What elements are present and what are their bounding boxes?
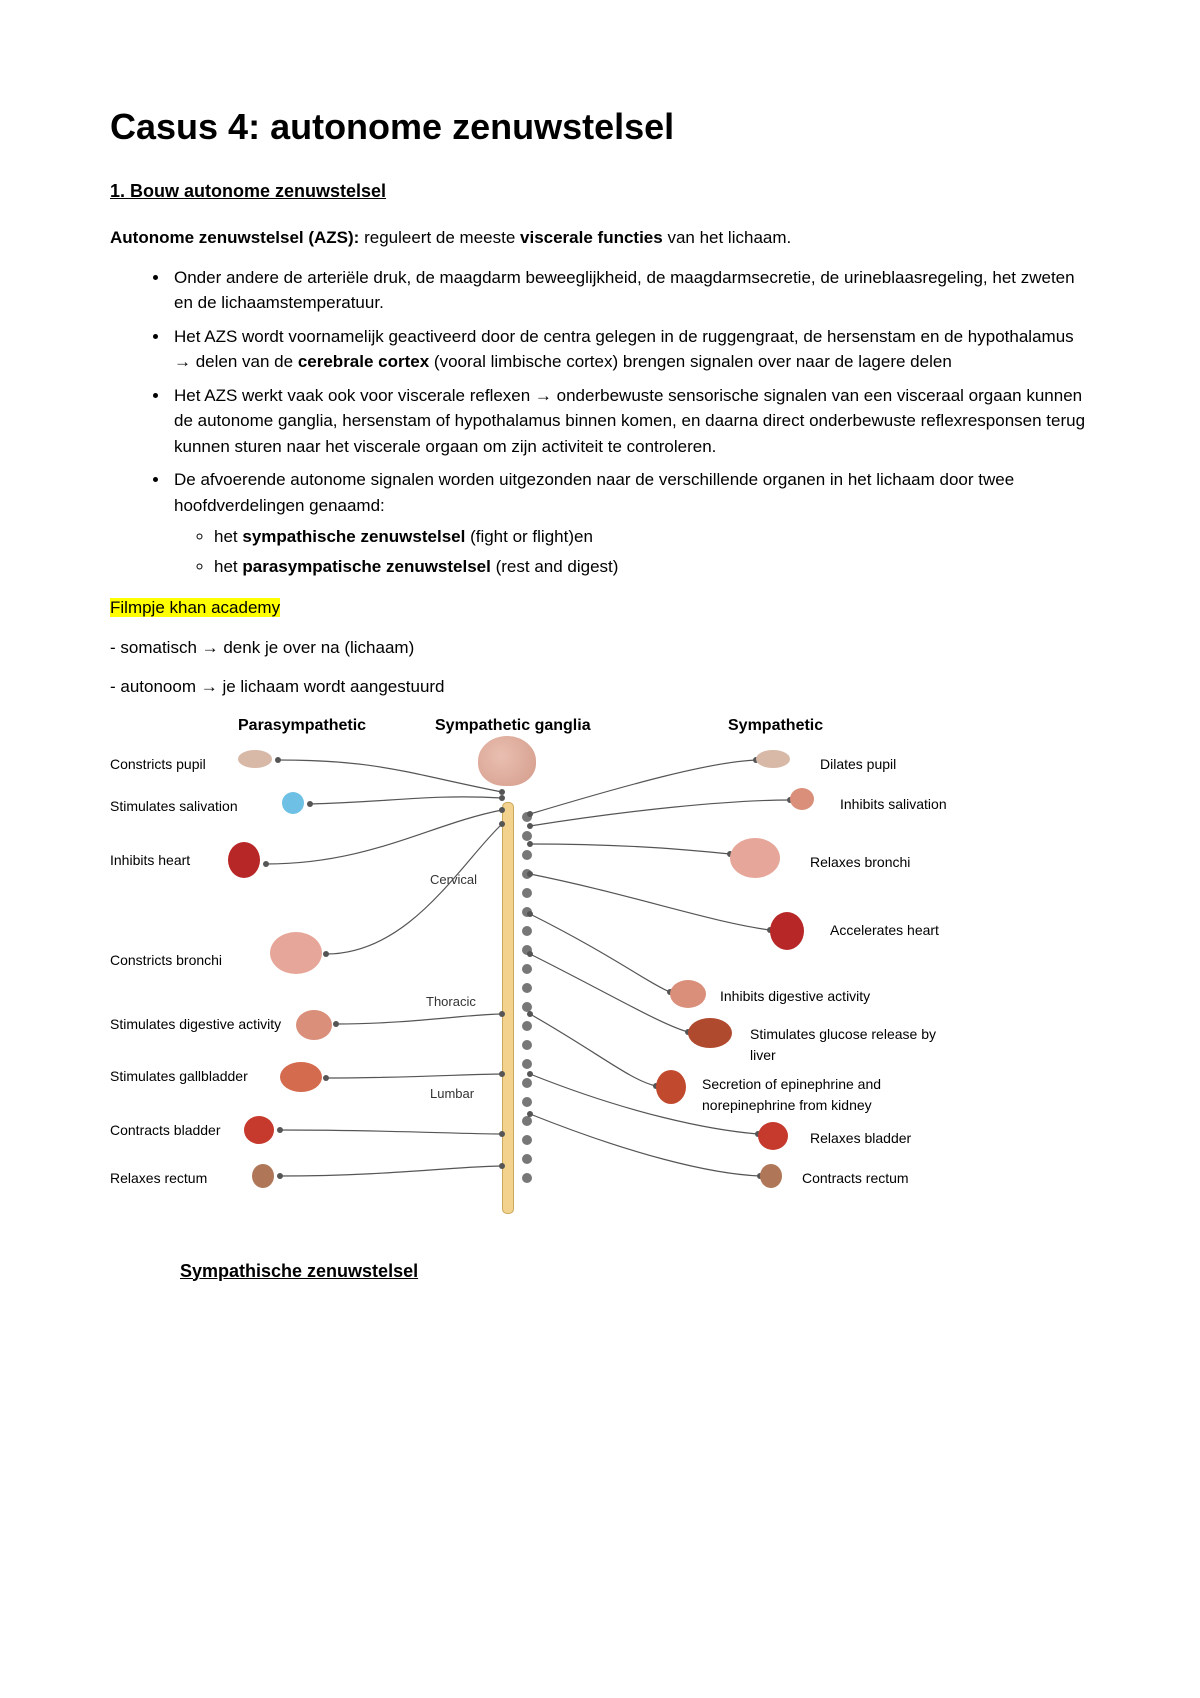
organ-icon [270, 932, 322, 974]
organ-icon [228, 842, 260, 878]
note-2: - autonoom → je lichaam wordt aangestuur… [110, 674, 1090, 700]
diagram-label: Stimulates gallbladder [110, 1066, 248, 1087]
bullet-2-tail: (vooral limbische cortex) brengen signal… [429, 352, 952, 371]
sublist-1-post: (fight or flight)en [465, 527, 593, 546]
bullet-1: Onder andere de arteriële druk, de maagd… [170, 265, 1090, 316]
section-heading-1: 1. Bouw autonome zenuwstelsel [110, 178, 1090, 205]
organ-icon [280, 1062, 322, 1092]
intro-bold: Autonome zenuwstelsel (AZS): [110, 228, 359, 247]
diagram-label: Inhibits salivation [840, 794, 1040, 815]
bullet-2: Het AZS wordt voornamelijk geactiveerd d… [170, 324, 1090, 375]
highlight-text: Filmpje khan academy [110, 598, 280, 617]
intro-tail: van het lichaam. [663, 228, 792, 247]
diagram-label: Relaxes rectum [110, 1168, 207, 1189]
diagram-label: Stimulates glucose release by liver [750, 1024, 950, 1066]
bullets-list: Onder andere de arteriële druk, de maagd… [110, 265, 1090, 580]
organ-icon [656, 1070, 686, 1104]
section-heading-2: Sympathische zenuwstelsel [180, 1258, 1090, 1285]
organ-icon [296, 1010, 332, 1040]
organ-icon [252, 1164, 274, 1188]
sublist-1: het sympathische zenuwstelsel (fight or … [214, 524, 1090, 550]
bullet-3: Het AZS werkt vaak ook voor viscerale re… [170, 383, 1090, 460]
organ-icon [238, 750, 272, 768]
highlight-line: Filmpje khan academy [110, 595, 1090, 621]
bullet-4-text: De afvoerende autonome signalen worden u… [174, 470, 1014, 515]
diagram-label: Accelerates heart [830, 920, 1030, 941]
bullet-2-bold: cerebrale cortex [298, 352, 429, 371]
organ-icon [670, 980, 706, 1008]
diagram-label: Contracts rectum [802, 1168, 1002, 1189]
note-1: - somatisch → denk je over na (lichaam) [110, 635, 1090, 661]
diagram-label: Inhibits heart [110, 850, 190, 871]
diagram-label: Inhibits digestive activity [720, 986, 920, 1007]
diagram-label: Relaxes bladder [810, 1128, 1010, 1149]
organ-icon [790, 788, 814, 810]
sublist-1-bold: sympathische zenuwstelsel [242, 527, 465, 546]
diagram-label: Constricts bronchi [110, 950, 222, 971]
sublist-2: het parasympatische zenuwstelsel (rest a… [214, 554, 1090, 580]
bullet-4: De afvoerende autonome signalen worden u… [170, 467, 1090, 579]
nervous-system-diagram: ParasympatheticSympathetic gangliaSympat… [110, 714, 930, 1234]
organ-icon [770, 912, 804, 950]
diagram-label: Stimulates salivation [110, 796, 238, 817]
diagram-label: Constricts pupil [110, 754, 206, 775]
organ-icon [756, 750, 790, 768]
organ-icon [730, 838, 780, 878]
sublist: het sympathische zenuwstelsel (fight or … [174, 524, 1090, 579]
organ-icon [282, 792, 304, 814]
intro-paragraph: Autonome zenuwstelsel (AZS): reguleert d… [110, 225, 1090, 251]
diagram-label: Secretion of epinephrine and norepinephr… [702, 1074, 902, 1116]
diagram-label: Relaxes bronchi [810, 852, 1010, 873]
sublist-2-post: (rest and digest) [491, 557, 619, 576]
organ-icon [758, 1122, 788, 1150]
sublist-1-pre: het [214, 527, 242, 546]
organ-icon [760, 1164, 782, 1188]
sublist-2-bold: parasympatische zenuwstelsel [242, 557, 491, 576]
diagram-label: Stimulates digestive activity [110, 1014, 281, 1035]
intro-mid: reguleert de meeste [359, 228, 520, 247]
organ-icon [688, 1018, 732, 1048]
organ-icon [244, 1116, 274, 1144]
sublist-2-pre: het [214, 557, 242, 576]
intro-bold2: viscerale functies [520, 228, 663, 247]
diagram-label: Contracts bladder [110, 1120, 221, 1141]
diagram-label: Dilates pupil [820, 754, 1020, 775]
page-title: Casus 4: autonome zenuwstelsel [110, 100, 1090, 154]
